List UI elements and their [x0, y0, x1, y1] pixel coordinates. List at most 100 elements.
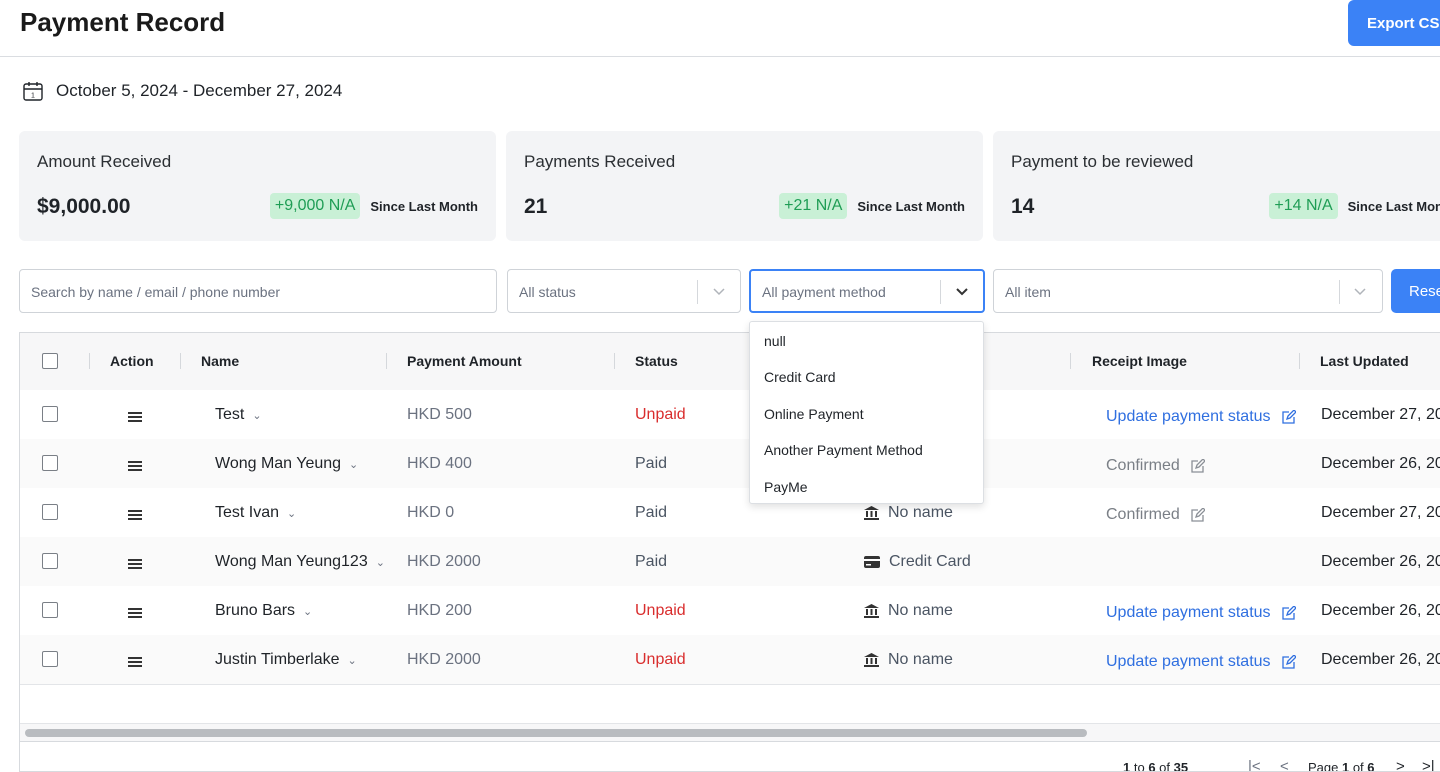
- card-label: Payments Received: [524, 152, 676, 171]
- status-cell: Unpaid: [635, 406, 686, 423]
- credit-card-icon: [864, 556, 880, 568]
- header-receipt-image[interactable]: Receipt Image: [1092, 353, 1187, 369]
- update-status-link[interactable]: Update payment status: [1106, 604, 1296, 622]
- dropdown-option-online-payment[interactable]: Online Payment: [764, 406, 864, 422]
- payment-method-select-value: All payment method: [762, 284, 886, 300]
- confirmed-text: Confirmed: [1106, 506, 1180, 523]
- dropdown-option-credit-card[interactable]: Credit Card: [764, 369, 836, 385]
- name-cell[interactable]: Wong Man Yeung ⌄: [215, 455, 358, 473]
- name-cell[interactable]: Wong Man Yeung123 ⌄: [215, 553, 385, 571]
- svg-text:1: 1: [31, 93, 35, 100]
- confirmed-text: Confirmed: [1106, 457, 1180, 474]
- link-text: Update payment status: [1106, 653, 1271, 670]
- header-payment-amount[interactable]: Payment Amount: [407, 353, 522, 369]
- chevron-down-icon[interactable]: ⌄: [252, 409, 262, 422]
- change-badge: +9,000 N/A: [269, 193, 361, 219]
- row-checkbox[interactable]: [42, 602, 58, 618]
- updated-cell: December 26, 20: [1321, 553, 1440, 570]
- chevron-down-icon[interactable]: ⌄: [347, 654, 357, 667]
- card-value: 14: [1011, 195, 1035, 218]
- name-text: Justin Timberlake: [215, 651, 340, 668]
- method-text: No name: [888, 504, 953, 521]
- scrollbar-thumb[interactable]: [25, 729, 1087, 737]
- row-checkbox[interactable]: [42, 455, 58, 471]
- card-value: 21: [524, 195, 548, 218]
- name-text: Wong Man Yeung123: [215, 553, 368, 570]
- export-csv-button[interactable]: Export CS: [1348, 0, 1440, 46]
- amount-cell: HKD 2000: [407, 651, 481, 668]
- menu-icon[interactable]: [128, 411, 142, 423]
- since-label: Since Last Month: [857, 198, 965, 214]
- header-status[interactable]: Status: [635, 353, 678, 369]
- updated-cell: December 26, 20: [1321, 455, 1440, 472]
- header-name[interactable]: Name: [201, 353, 240, 369]
- table-row[interactable]: Test ⌄ HKD 500 Unpaid Update payment stat…: [20, 390, 1440, 440]
- chevron-down-icon[interactable]: ⌄: [349, 458, 359, 471]
- reset-button[interactable]: Rese: [1391, 269, 1440, 313]
- item-select[interactable]: All item: [993, 269, 1383, 313]
- table-row[interactable]: Wong Man Yeung ⌄ HKD 400 Paid Confirmed D…: [20, 439, 1440, 489]
- payment-method-select[interactable]: All payment method: [749, 269, 985, 313]
- row-checkbox[interactable]: [42, 651, 58, 667]
- status-cell: Paid: [635, 455, 668, 472]
- chevron-down-icon[interactable]: ⌄: [303, 605, 313, 618]
- table-row[interactable]: Wong Man Yeung123 ⌄ HKD 2000 Paid Credit …: [20, 537, 1440, 587]
- name-cell[interactable]: Test Ivan ⌄: [215, 504, 296, 522]
- update-status-link[interactable]: Update payment status: [1106, 408, 1296, 426]
- dropdown-option-null[interactable]: null: [764, 333, 786, 349]
- name-cell[interactable]: Bruno Bars ⌄: [215, 602, 312, 620]
- calendar-icon: 1: [23, 82, 43, 101]
- name-text: Test Ivan: [215, 504, 280, 521]
- card-payment-to-review: Payment to be reviewed 14 +14 N/A Since …: [993, 131, 1440, 241]
- status-cell: Paid: [635, 504, 668, 521]
- change-badge: +14 N/A: [1269, 193, 1338, 219]
- last-page-icon[interactable]: >|: [1422, 758, 1435, 772]
- dropdown-option-another-payment-method[interactable]: Another Payment Method: [764, 442, 923, 458]
- chevron-down-icon[interactable]: ⌄: [287, 507, 297, 520]
- confirmed-label[interactable]: Confirmed: [1106, 457, 1205, 475]
- status-select[interactable]: All status: [507, 269, 741, 313]
- row-checkbox[interactable]: [42, 504, 58, 520]
- next-page-icon[interactable]: >: [1396, 758, 1405, 772]
- method-text: Credit Card: [889, 553, 971, 570]
- menu-icon[interactable]: [128, 607, 142, 619]
- horizontal-scrollbar[interactable]: [20, 723, 1440, 742]
- date-range-picker[interactable]: 1 October 5, 2024 - December 27, 2024: [22, 80, 342, 102]
- chevron-down-icon[interactable]: ⌄: [375, 556, 385, 569]
- table-row[interactable]: Test Ivan ⌄ HKD 0 Paid No name Confirmed …: [20, 488, 1440, 538]
- payments-table: Action Name Payment Amount Status Receip…: [19, 332, 1440, 772]
- table-row[interactable]: Bruno Bars ⌄ HKD 200 Unpaid No name Updat…: [20, 586, 1440, 636]
- page-header: Payment Record Export CS: [0, 0, 1440, 57]
- status-select-value: All status: [519, 284, 576, 300]
- amount-cell: HKD 0: [407, 504, 455, 521]
- payment-method-cell: No name: [864, 602, 953, 620]
- edit-icon: [1281, 409, 1296, 424]
- page-indicator: Page 1 of 6: [1308, 760, 1375, 772]
- payment-method-dropdown: null Credit Card Online Payment Another …: [749, 321, 984, 504]
- link-text: Update payment status: [1106, 604, 1271, 621]
- menu-icon[interactable]: [128, 509, 142, 521]
- previous-page-icon[interactable]: <: [1280, 758, 1289, 772]
- edit-icon: [1191, 458, 1205, 473]
- date-range-text: October 5, 2024 - December 27, 2024: [56, 81, 343, 100]
- updated-cell: December 27, 20: [1321, 504, 1440, 521]
- change-badge: +21 N/A: [779, 193, 848, 219]
- select-all-checkbox[interactable]: [42, 353, 58, 369]
- link-text: Update payment status: [1106, 408, 1271, 425]
- table-row[interactable]: Justin Timberlake ⌄ HKD 2000 Unpaid No na…: [20, 635, 1440, 685]
- row-checkbox[interactable]: [42, 406, 58, 422]
- row-checkbox[interactable]: [42, 553, 58, 569]
- since-label: Since Last Mon: [1347, 198, 1440, 214]
- menu-icon[interactable]: [128, 558, 142, 570]
- update-status-link[interactable]: Update payment status: [1106, 653, 1296, 671]
- name-cell[interactable]: Test ⌄: [215, 406, 262, 424]
- chevron-down-icon: [956, 288, 968, 296]
- menu-icon[interactable]: [128, 656, 142, 668]
- menu-icon[interactable]: [128, 460, 142, 472]
- confirmed-label[interactable]: Confirmed: [1106, 506, 1205, 524]
- dropdown-option-payme[interactable]: PayMe: [764, 479, 808, 495]
- search-input[interactable]: Search by name / email / phone number: [19, 269, 497, 313]
- name-cell[interactable]: Justin Timberlake ⌄: [215, 651, 357, 669]
- header-last-updated[interactable]: Last Updated: [1320, 353, 1409, 369]
- first-page-icon[interactable]: |<: [1248, 758, 1261, 772]
